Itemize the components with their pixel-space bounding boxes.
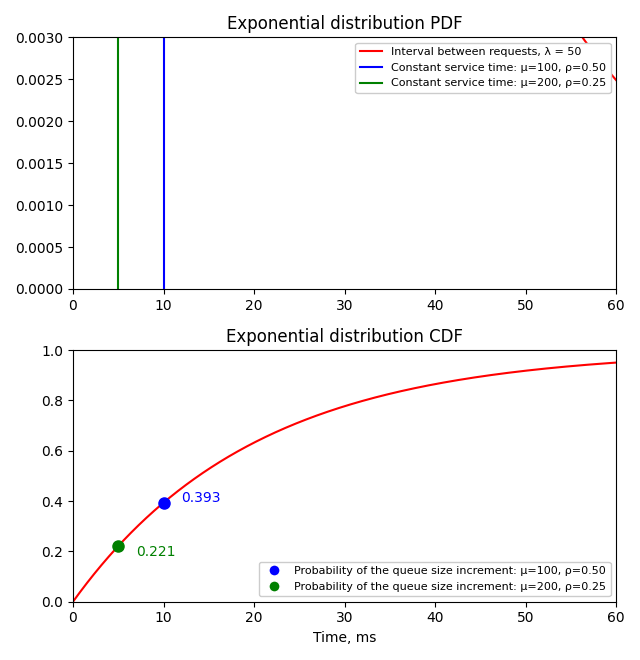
- Legend: Interval between requests, λ = 50, Constant service time: μ=100, ρ=0.50, Constan: Interval between requests, λ = 50, Const…: [355, 43, 611, 93]
- Text: 0.221: 0.221: [136, 545, 176, 559]
- Legend: Probability of the queue size increment: μ=100, ρ=0.50, Probability of the queue: Probability of the queue size increment:…: [259, 562, 611, 596]
- Title: Exponential distribution CDF: Exponential distribution CDF: [226, 328, 463, 346]
- X-axis label: Time, ms: Time, ms: [313, 631, 376, 645]
- Title: Exponential distribution PDF: Exponential distribution PDF: [227, 15, 462, 33]
- Text: 0.393: 0.393: [182, 490, 221, 504]
